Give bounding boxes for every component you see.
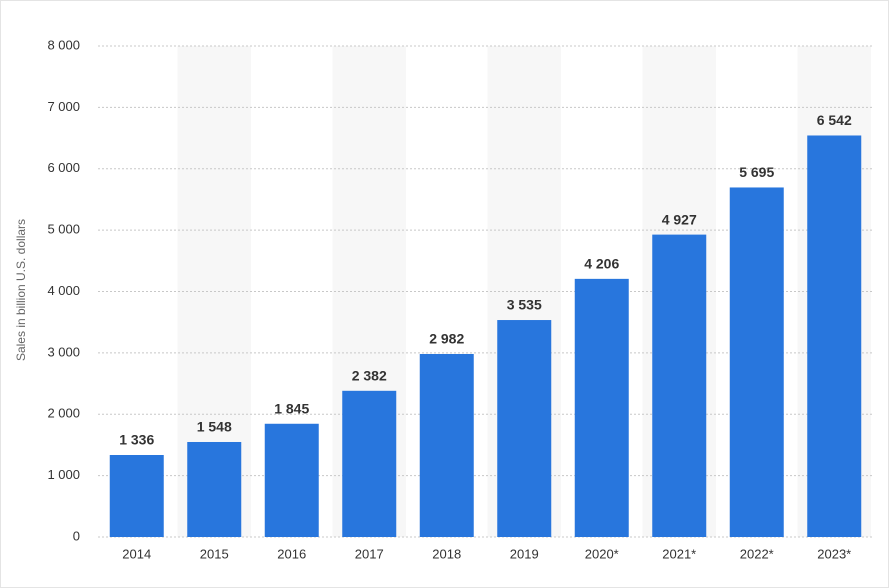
x-tick-label: 2022* bbox=[740, 546, 774, 561]
bar bbox=[652, 234, 707, 537]
x-tick-label: 2015 bbox=[200, 546, 229, 561]
y-tick-label: 3 000 bbox=[47, 344, 80, 359]
bar bbox=[187, 441, 242, 537]
y-axis-label: Sales in billion U.S. dollars bbox=[14, 219, 28, 361]
x-tick-label: 2016 bbox=[277, 546, 306, 561]
bar bbox=[729, 187, 784, 538]
x-tick-label: 2019 bbox=[510, 546, 539, 561]
y-tick-label: 5 000 bbox=[47, 222, 80, 237]
value-label: 6 542 bbox=[817, 112, 852, 128]
value-label: 4 206 bbox=[584, 256, 619, 272]
value-label: 1 336 bbox=[119, 432, 154, 448]
value-label: 1 548 bbox=[197, 419, 232, 435]
value-label: 5 695 bbox=[739, 164, 774, 180]
bar bbox=[264, 423, 319, 537]
x-tick-label: 2014 bbox=[122, 546, 151, 561]
x-tick-label: 2017 bbox=[355, 546, 384, 561]
bar bbox=[342, 390, 397, 537]
y-tick-label: 7 000 bbox=[47, 99, 80, 114]
x-tick-label: 2021* bbox=[662, 546, 696, 561]
y-tick-label: 6 000 bbox=[47, 160, 80, 175]
x-tick-label: 2020* bbox=[585, 546, 619, 561]
x-tick-label: 2018 bbox=[432, 546, 461, 561]
y-tick-label: 4 000 bbox=[47, 283, 80, 298]
bar bbox=[109, 455, 164, 537]
bar bbox=[419, 353, 474, 537]
y-tick-label: 2 000 bbox=[47, 406, 80, 421]
bar bbox=[574, 278, 629, 537]
value-label: 1 845 bbox=[274, 400, 309, 416]
x-tick-label: 2023* bbox=[817, 546, 851, 561]
y-tick-label: 0 bbox=[73, 528, 80, 543]
y-tick-label: 1 000 bbox=[47, 467, 80, 482]
bar bbox=[807, 135, 862, 538]
value-label: 4 927 bbox=[662, 211, 697, 227]
value-label: 2 982 bbox=[429, 331, 464, 347]
value-label: 3 535 bbox=[507, 297, 542, 313]
bar bbox=[497, 320, 552, 537]
value-label: 2 382 bbox=[352, 368, 387, 384]
y-tick-label: 8 000 bbox=[47, 37, 80, 52]
